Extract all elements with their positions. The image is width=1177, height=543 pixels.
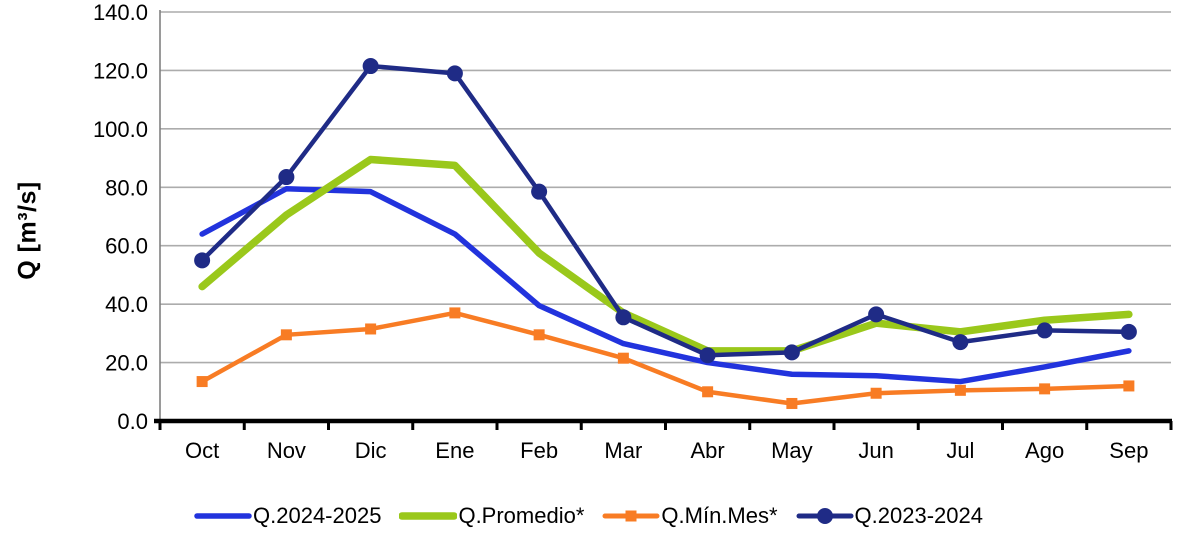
- x-category-label: Jul: [946, 438, 974, 463]
- x-category-label: Nov: [267, 438, 306, 463]
- data-point-marker: [1123, 380, 1135, 392]
- series-line: [199, 185, 1132, 385]
- legend-swatch: [399, 512, 458, 520]
- legend-label: Q.Mín.Mes*: [661, 503, 778, 528]
- x-category-label: Mar: [604, 438, 642, 463]
- series-line: [199, 63, 1132, 358]
- x-category-label: Ene: [435, 438, 474, 463]
- legend-swatch: [796, 508, 854, 524]
- data-point-marker: [278, 169, 295, 186]
- data-point-marker: [194, 252, 211, 269]
- legend-label: Q.Promedio*: [458, 503, 585, 528]
- y-tick-label: 120.0: [93, 58, 148, 83]
- x-category-label: Sep: [1109, 438, 1148, 463]
- y-tick-label: 20.0: [105, 351, 148, 376]
- y-tick-label: 80.0: [105, 175, 148, 200]
- legend-item: Q.Promedio*: [399, 503, 584, 529]
- data-point-marker: [280, 329, 292, 341]
- legend-item: Q.2023-2024: [796, 503, 983, 529]
- x-category-label: May: [771, 438, 813, 463]
- data-point-marker: [617, 352, 629, 364]
- x-category-label: Feb: [520, 438, 558, 463]
- x-category-label: Abr: [691, 438, 725, 463]
- data-point-marker: [362, 58, 379, 75]
- data-point-marker: [531, 183, 548, 200]
- data-point-marker: [786, 397, 798, 409]
- data-point-marker: [446, 65, 463, 82]
- x-category-label: Oct: [185, 438, 219, 463]
- series-line: [198, 155, 1133, 355]
- plot-svg: 0.0 20.0 40.0 60.0 80.0 100.0 120.0 140.0 Oct Nov…: [93, 0, 1173, 463]
- legend-item: Q.2024-2025: [194, 503, 381, 529]
- data-point-marker: [868, 306, 885, 323]
- data-point-marker: [196, 376, 208, 388]
- data-point-marker: [533, 329, 545, 341]
- legend: Q.2024-2025 Q.Promedio* Q.Mín.Mes* Q.2023-2…: [0, 503, 1177, 529]
- x-category-label: Dic: [355, 438, 387, 463]
- legend-label: Q.2023-2024: [854, 503, 983, 528]
- data-point-marker: [1120, 323, 1137, 340]
- series-line: [199, 310, 1132, 406]
- data-point-marker: [365, 323, 377, 335]
- data-point-marker: [1036, 322, 1053, 339]
- y-tick-label: 100.0: [93, 117, 148, 142]
- legend-item: Q.Mín.Mes*: [602, 503, 778, 529]
- data-point-marker: [699, 347, 716, 364]
- data-point-marker: [702, 386, 714, 398]
- legend-label: Q.2024-2025: [253, 503, 382, 528]
- x-category-label: Ago: [1025, 438, 1064, 463]
- y-tick-label: 0.0: [117, 409, 148, 434]
- data-point-marker: [615, 309, 632, 326]
- data-point-marker: [954, 384, 966, 396]
- data-point-marker: [783, 344, 800, 361]
- legend-swatch: [194, 513, 252, 519]
- y-tick-label: 60.0: [105, 234, 148, 259]
- y-axis-title: Q [m³/s]: [13, 181, 42, 280]
- data-point-marker: [870, 387, 882, 399]
- data-point-marker: [449, 307, 461, 319]
- x-category-label: Jun: [858, 438, 893, 463]
- data-point-marker: [1039, 383, 1051, 395]
- data-point-marker: [952, 334, 969, 351]
- y-tick-label: 140.0: [93, 0, 148, 25]
- y-tick-label: 40.0: [105, 292, 148, 317]
- legend-swatch: [602, 510, 660, 522]
